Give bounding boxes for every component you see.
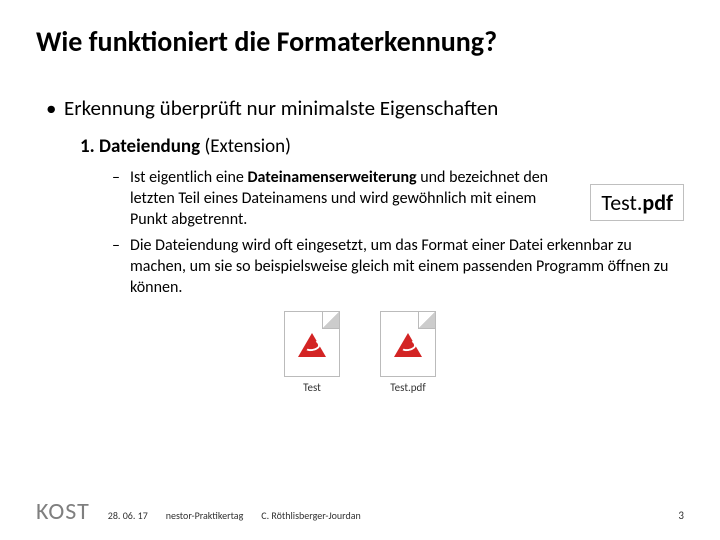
- numbered-item: 1. Dateiendung (Extension): [80, 135, 684, 158]
- file-icons-row: Test Test.pdf: [36, 311, 684, 394]
- footer: KOST 28. 06. 17 nestor-Praktikertag C. R…: [36, 497, 361, 526]
- bullet-level1: Erkennung überprüft nur minimalste Eigen…: [46, 95, 684, 121]
- file-caption-right: Test.pdf: [380, 381, 436, 394]
- dash1-bold: Dateinamenserweiterung: [247, 168, 416, 187]
- file-icon: [380, 311, 436, 377]
- filename-badge: Test.pdf: [590, 184, 684, 221]
- num-label: Dateiendung: [99, 135, 200, 158]
- badge-name: Test.: [601, 189, 642, 216]
- num-index: 1.: [80, 135, 95, 158]
- num-paren: (Extension): [204, 135, 290, 158]
- page-title: Wie funktioniert die Formaterkennung?: [36, 24, 684, 59]
- file-item-test: Test: [284, 311, 340, 394]
- file-caption-left: Test: [284, 381, 340, 394]
- footer-date: 28. 06. 17: [108, 509, 148, 522]
- dash1-part-a: Ist eigentlich eine: [130, 168, 247, 187]
- file-icon: [284, 311, 340, 377]
- footer-author: C. Röthlisberger-Jourdan: [261, 509, 361, 522]
- dash-item-2: Die Dateiendung wird oft eingesetzt, um …: [112, 236, 684, 298]
- footer-event: nestor-Praktikertag: [166, 509, 244, 522]
- file-item-test-pdf: Test.pdf: [380, 311, 436, 394]
- page-number: 3: [678, 509, 684, 522]
- badge-ext: pdf: [642, 189, 673, 216]
- footer-brand: KOST: [36, 497, 90, 526]
